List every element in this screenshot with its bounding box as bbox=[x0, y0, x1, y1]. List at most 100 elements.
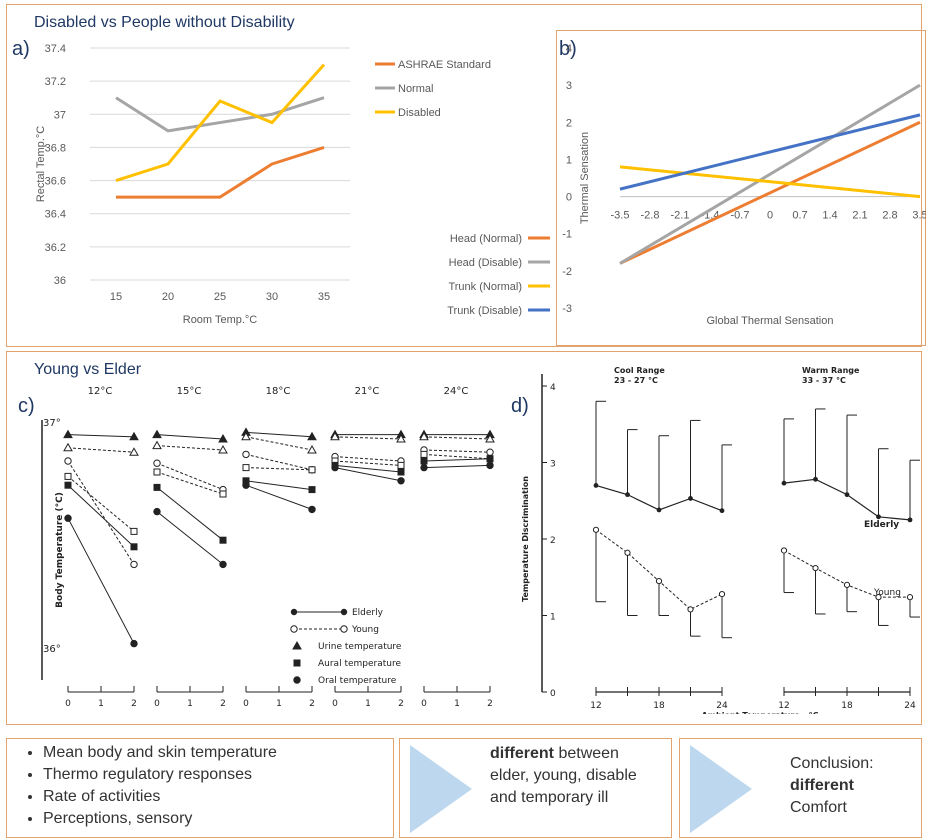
y-tick-label: 36° bbox=[43, 644, 61, 655]
y-tick-label: -1 bbox=[562, 229, 572, 241]
legend-label: Disabled bbox=[398, 107, 441, 119]
y-tick-label: 36 bbox=[54, 275, 66, 287]
y-tick-label: 36.2 bbox=[45, 242, 66, 254]
series-line bbox=[67, 484, 135, 548]
data-point bbox=[592, 526, 600, 533]
x-tick-label: 12 bbox=[590, 701, 601, 711]
range-title: Cool Range bbox=[614, 366, 665, 375]
hour-tick-label: 1 bbox=[365, 699, 371, 709]
data-point bbox=[219, 490, 227, 498]
data-point bbox=[292, 640, 302, 650]
series-line bbox=[156, 445, 224, 451]
summary-bullets-box: Mean body and skin temperature Thermo re… bbox=[6, 738, 394, 838]
conclusion-label: Conclusion: bbox=[790, 755, 874, 772]
data-point bbox=[308, 486, 316, 494]
data-point bbox=[242, 450, 250, 459]
x-tick-label: 3.5 bbox=[912, 210, 926, 222]
series-line bbox=[245, 484, 313, 510]
x-axis-title: Global Thermal Sensation bbox=[707, 315, 834, 327]
series-label: Young bbox=[873, 588, 901, 598]
legend-label: Urine temperature bbox=[318, 642, 402, 652]
summary-bullet: Thermo regulatory responses bbox=[43, 764, 393, 786]
middle-summary-rest: between elder, young, disable and tempor… bbox=[490, 745, 637, 806]
data-point bbox=[293, 659, 301, 667]
hour-tick-label: 0 bbox=[332, 699, 338, 709]
hour-tick-label: 0 bbox=[243, 699, 249, 709]
data-point bbox=[241, 431, 251, 441]
data-point bbox=[593, 483, 599, 488]
data-point bbox=[906, 594, 914, 601]
data-point bbox=[129, 431, 139, 441]
top-section-title: Disabled vs People without Disability bbox=[34, 14, 295, 31]
data-point bbox=[812, 564, 819, 572]
hour-tick-label: 2 bbox=[309, 699, 315, 709]
conclusion-bold: different bbox=[790, 777, 854, 794]
data-point bbox=[219, 536, 227, 544]
series-line bbox=[423, 453, 491, 460]
legend-label: Aural temperature bbox=[318, 659, 401, 669]
x-tick-label: 1.4 bbox=[822, 210, 837, 222]
x-tick-label: 35 bbox=[318, 291, 330, 303]
data-point bbox=[813, 476, 818, 482]
data-point bbox=[420, 463, 428, 472]
data-point bbox=[152, 429, 162, 439]
x-tick-label: 24 bbox=[904, 701, 916, 711]
panel-label-d: d) bbox=[511, 395, 529, 417]
data-point bbox=[63, 429, 73, 439]
x-tick-label: 18 bbox=[653, 701, 665, 711]
series-line bbox=[619, 120, 921, 265]
data-point bbox=[655, 577, 663, 585]
series-line bbox=[67, 476, 135, 532]
panel-label-c: c) bbox=[18, 395, 35, 417]
chevron-arrow-icon bbox=[410, 745, 472, 833]
series-line bbox=[423, 436, 491, 440]
x-tick-label: 0.7 bbox=[792, 210, 807, 222]
data-point bbox=[293, 676, 301, 684]
data-point bbox=[397, 468, 405, 476]
data-point bbox=[330, 431, 340, 441]
legend-label: Young bbox=[351, 625, 379, 635]
hour-tick-label: 1 bbox=[98, 699, 104, 709]
series-line bbox=[245, 436, 313, 451]
hour-tick-label: 1 bbox=[454, 699, 460, 709]
conclusion-rest: Comfort bbox=[790, 799, 847, 816]
y-tick-label: 0 bbox=[550, 689, 556, 699]
x-tick-label: 2.8 bbox=[882, 210, 897, 222]
hour-tick-label: 0 bbox=[421, 699, 427, 709]
data-point bbox=[153, 459, 161, 467]
data-point bbox=[153, 483, 161, 491]
data-point bbox=[153, 468, 161, 476]
data-point bbox=[130, 527, 138, 535]
x-axis-title: Room Temp.°C bbox=[183, 314, 258, 326]
middle-summary-box: different between elder, young, disable … bbox=[399, 738, 672, 838]
data-point bbox=[624, 549, 631, 556]
condition-label: 15°C bbox=[177, 386, 202, 397]
legend-marker bbox=[290, 608, 298, 616]
y-tick-label: 37.2 bbox=[45, 76, 66, 88]
top-section-panel bbox=[6, 4, 922, 347]
series-line bbox=[67, 434, 135, 438]
data-point bbox=[307, 444, 317, 454]
data-point bbox=[780, 547, 788, 554]
conclusion-text: Conclusion: different Comfort bbox=[790, 753, 910, 819]
data-point bbox=[218, 433, 228, 443]
x-tick-label: 12 bbox=[778, 701, 789, 711]
data-point bbox=[130, 639, 138, 648]
x-tick-label: -2.1 bbox=[671, 210, 690, 222]
data-point bbox=[308, 466, 316, 474]
x-tick-label: 20 bbox=[162, 291, 174, 303]
data-point bbox=[718, 590, 726, 598]
series-line bbox=[423, 449, 491, 453]
legend-label: Trunk (Normal) bbox=[448, 281, 522, 293]
series-line bbox=[156, 511, 224, 565]
series-line bbox=[619, 165, 921, 199]
x-tick-label: 2.1 bbox=[852, 210, 867, 222]
data-point bbox=[218, 444, 228, 454]
range-subtitle: 33 - 37 °C bbox=[802, 376, 846, 385]
y-tick-label: 3 bbox=[550, 460, 556, 470]
chart-a: 36 36.2 36.4 36.6 36.8 37 37.2 37.4 15 20 25 30 35 Ro… bbox=[35, 43, 491, 326]
hour-tick-label: 2 bbox=[398, 699, 404, 709]
data-point bbox=[419, 431, 429, 441]
series-line bbox=[156, 487, 224, 541]
y-tick-label: 4 bbox=[566, 43, 572, 55]
